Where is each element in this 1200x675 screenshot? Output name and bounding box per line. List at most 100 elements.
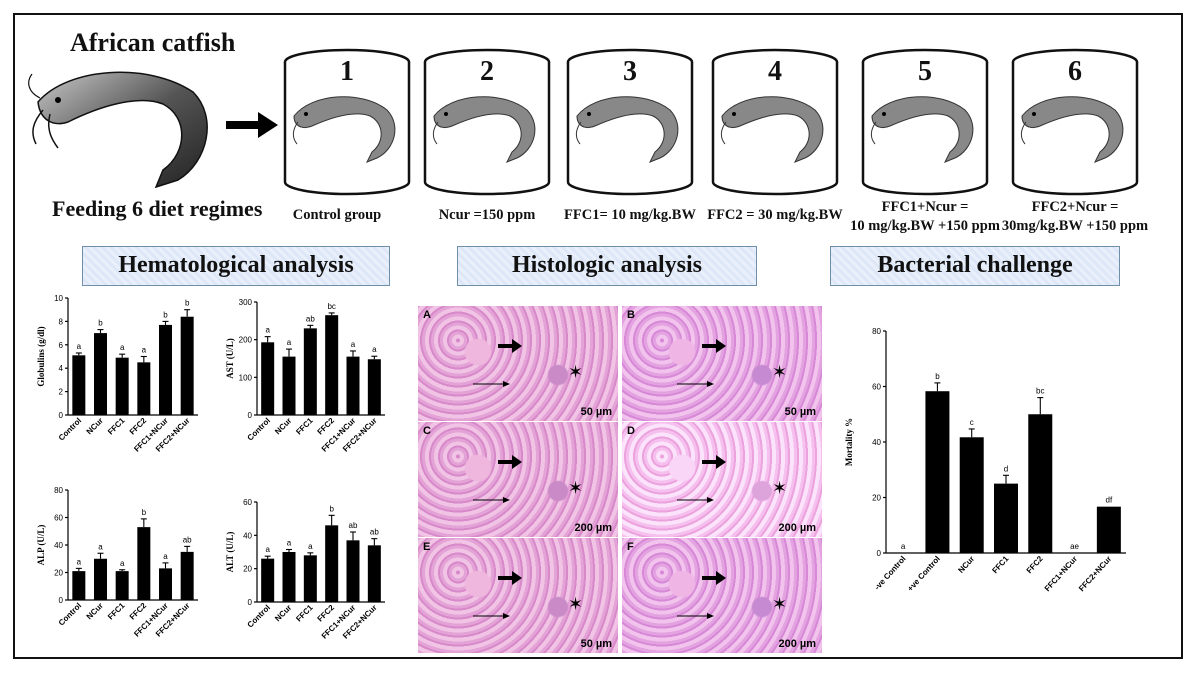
- bar: [959, 437, 984, 553]
- category-label: NCur: [273, 416, 293, 436]
- panel-letter: B: [627, 309, 635, 321]
- y-tick-label: 80: [872, 327, 881, 336]
- bar: [282, 356, 296, 415]
- bar: [137, 527, 151, 600]
- tank-number: 3: [623, 56, 637, 87]
- bar: [72, 571, 86, 600]
- significance-letter: b: [98, 319, 103, 328]
- tank-number: 1: [340, 56, 354, 87]
- bar: [367, 359, 381, 415]
- tank-label: Control group: [292, 207, 382, 223]
- tank-label-line1: FFC2+Ncur =: [1031, 199, 1119, 215]
- y-tick-label: 100: [239, 373, 253, 382]
- tank-icon: [1011, 48, 1139, 196]
- significance-letter: a: [265, 545, 270, 554]
- scale-bar-label: 200 µm: [574, 522, 612, 534]
- bar: [1028, 414, 1053, 553]
- significance-letter: a: [142, 346, 147, 355]
- tank-label: FFC1= 10 mg/kg.BW: [564, 207, 696, 223]
- tank-number: 4: [768, 56, 782, 87]
- bar: [367, 545, 381, 602]
- category-label: NCur: [85, 416, 105, 436]
- y-tick-label: 2: [59, 388, 64, 397]
- category-label: Control: [57, 416, 83, 442]
- svg-text:✶: ✶: [568, 362, 583, 383]
- category-label: FFC2+NCur: [1077, 554, 1113, 593]
- significance-letter: c: [970, 418, 974, 427]
- scale-bar-label: 200 µm: [778, 522, 816, 534]
- significance-letter: ab: [370, 528, 379, 537]
- catfish-icon: [28, 71, 208, 189]
- arrow-right-icon: [226, 112, 278, 138]
- significance-letter: b: [142, 508, 147, 517]
- bar: [94, 333, 107, 415]
- bar: [994, 483, 1018, 553]
- ast-chart: 0100200300aControlaNCurabFFC1bcFFC2aFFC1…: [225, 298, 385, 454]
- category-label: Control: [57, 601, 83, 627]
- significance-letter: a: [163, 552, 168, 561]
- y-axis-label: AST (U/L): [225, 338, 235, 379]
- panel-letter: D: [627, 425, 635, 437]
- y-tick-label: 0: [59, 596, 64, 605]
- svg-text:✶: ✶: [772, 362, 787, 383]
- bar: [180, 551, 194, 600]
- tank-icon: [711, 48, 839, 196]
- bar: [159, 324, 172, 415]
- scale-bar-label: 50 µm: [784, 406, 816, 418]
- tank-icon: [283, 48, 411, 196]
- bar: [325, 525, 339, 602]
- category-label: FFC1: [990, 554, 1010, 575]
- tank-icon: [423, 48, 551, 196]
- y-tick-label: 20: [243, 565, 252, 574]
- category-label: FFC1: [106, 601, 127, 622]
- tank-label: FFC1+Ncur = 10 mg/kg.BW +150 ppm: [840, 198, 1010, 236]
- tank-number: 2: [480, 56, 494, 87]
- category-label: FFC1: [106, 416, 127, 437]
- bar: [137, 362, 151, 415]
- significance-letter: d: [1004, 464, 1008, 473]
- y-tick-label: 4: [59, 364, 64, 373]
- bar: [282, 552, 296, 602]
- y-tick-label: 0: [877, 549, 882, 558]
- bar: [303, 555, 317, 602]
- tank-label-line2: 10 mg/kg.BW +150 ppm: [850, 218, 1000, 234]
- bar: [346, 540, 360, 602]
- category-label: Control: [246, 603, 272, 629]
- category-label: -ve Control: [873, 554, 908, 591]
- significance-letter: bc: [327, 302, 335, 311]
- y-tick-label: 0: [59, 411, 64, 420]
- panel-letter: A: [423, 309, 431, 321]
- scale-bar-label: 200 µm: [778, 638, 816, 650]
- histologic-banner: Histologic analysis: [457, 246, 757, 286]
- svg-text:✶: ✶: [568, 478, 583, 499]
- tank-label: FFC2+Ncur = 30mg/kg.BW +150 ppm: [990, 198, 1160, 236]
- y-tick-label: 40: [243, 531, 252, 540]
- y-axis-label: Mortality %: [844, 418, 854, 466]
- bar: [925, 391, 950, 553]
- significance-letter: ab: [349, 521, 358, 530]
- significance-letter: b: [329, 504, 334, 513]
- histology-panel: E 50 µm ✶: [418, 538, 618, 653]
- significance-letter: b: [185, 299, 190, 308]
- significance-letter: ae: [1070, 542, 1079, 551]
- alp-chart: 020406080aControlaNCuraFFC1bFFC2aFFC1+NC…: [36, 486, 198, 639]
- histology-arrow-icon: ✶: [677, 339, 787, 387]
- bar: [346, 356, 360, 415]
- histology-panel: B 50 µm ✶: [622, 306, 822, 421]
- mortality-chart: 0 20 40 60 80 a -ve Control b +ve Control c NCur d F…: [844, 327, 1126, 593]
- bar: [303, 328, 317, 415]
- tank-label-line2: 30mg/kg.BW +150 ppm: [1001, 218, 1149, 234]
- panel-letter: E: [423, 541, 431, 553]
- alt-chart: 0204060aControlaNCuraFFC1bFFC2abFFC1+NCu…: [225, 498, 385, 641]
- significance-letter: a: [287, 539, 292, 548]
- significance-letter: a: [351, 340, 356, 349]
- category-label: FFC1: [294, 603, 315, 624]
- tank-label-line1: FFC1+Ncur =: [881, 199, 969, 215]
- y-tick-label: 60: [872, 383, 881, 392]
- histology-panel: A 50 µm ✶: [418, 306, 618, 421]
- y-tick-label: 200: [239, 336, 253, 345]
- category-label: FFC2: [1025, 554, 1045, 575]
- category-label: NCur: [956, 554, 976, 575]
- y-tick-label: 8: [59, 317, 64, 326]
- panel-letter: C: [423, 425, 431, 437]
